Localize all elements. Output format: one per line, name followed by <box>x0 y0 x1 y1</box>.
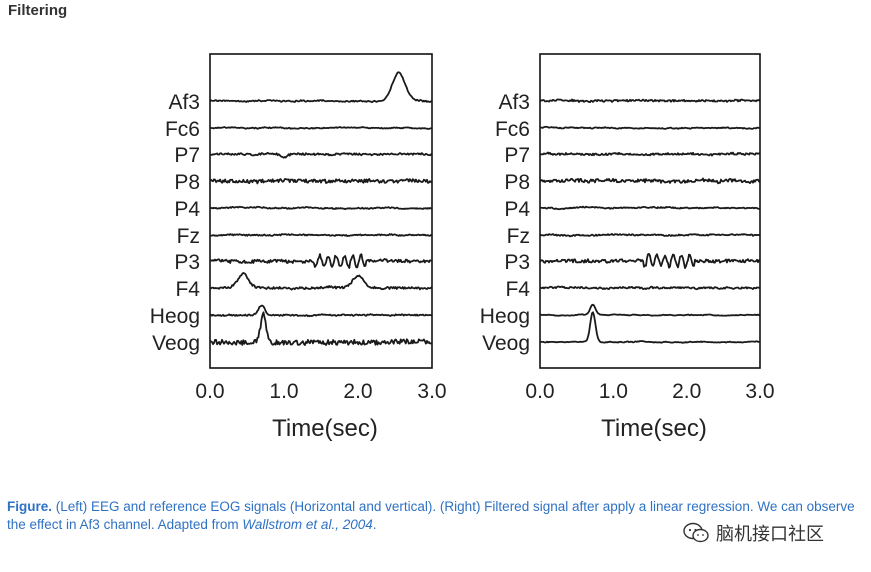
trace-veog <box>539 311 760 344</box>
watermark: 脑机接口社区 <box>682 520 824 546</box>
x-tick-label: 1.0 <box>269 380 298 403</box>
caption-label: Figure. <box>7 499 53 514</box>
x-tick-label: 2.0 <box>672 380 701 403</box>
channel-label-heog: Heog <box>150 305 200 328</box>
channel-label-fz: Fz <box>177 225 200 248</box>
wechat-icon <box>683 522 709 543</box>
trace-fc6 <box>539 125 761 130</box>
x-axis-label: Time(sec) <box>272 415 378 442</box>
plot-frame <box>209 53 433 369</box>
channel-label-fz: Fz <box>507 225 530 248</box>
trace-fc6 <box>209 126 433 130</box>
channel-label-p3: P3 <box>504 251 530 274</box>
x-tick-label: 3.0 <box>745 380 774 403</box>
trace-p8 <box>209 178 433 185</box>
channel-label-p7: P7 <box>174 144 200 167</box>
channel-label-veog: Veog <box>482 332 530 355</box>
channel-label-veog: Veog <box>152 332 200 355</box>
channel-label-af3: Af3 <box>498 91 530 114</box>
channel-label-af3: Af3 <box>168 91 200 114</box>
page-title: Filtering <box>8 2 68 19</box>
trace-p7 <box>209 151 433 159</box>
channel-label-p8: P8 <box>504 171 530 194</box>
x-tick-label: 2.0 <box>343 380 372 403</box>
x-axis-label: Time(sec) <box>601 415 707 442</box>
trace-p7 <box>539 151 761 157</box>
channel-label-p4: P4 <box>504 198 530 221</box>
caption-citation[interactable]: Wallstrom et al., 2004 <box>242 517 373 532</box>
trace-fz <box>209 233 433 237</box>
channel-label-p3: P3 <box>174 251 200 274</box>
trace-heog <box>209 304 433 318</box>
caption-end: . <box>372 517 377 532</box>
channel-label-f4: F4 <box>505 278 530 301</box>
trace-f4 <box>539 285 761 291</box>
eeg-figure: Af3 Fc6 P7 P8 P4 Fz P3 F4 Heog Veog 0.0 1.0 2.0 3.0 Ti… <box>150 53 775 442</box>
trace-p3 <box>209 253 432 269</box>
channel-label-heog: Heog <box>480 305 530 328</box>
trace-p4 <box>209 205 433 211</box>
channel-label-f4: F4 <box>175 278 200 301</box>
channel-label-p7: P7 <box>504 144 530 167</box>
watermark-text: 脑机接口社区 <box>716 524 824 545</box>
x-tick-label: 0.0 <box>525 380 554 403</box>
trace-veog <box>209 311 433 346</box>
trace-f4 <box>209 272 433 291</box>
trace-af3 <box>539 98 761 104</box>
trace-p8 <box>539 177 761 185</box>
chart-panel-left: Af3 Fc6 P7 P8 P4 Fz P3 F4 Heog Veog 0.0 1.0 2.0 3.0 Ti… <box>150 53 447 442</box>
x-tick-label: 1.0 <box>599 380 628 403</box>
plot-frame <box>539 53 761 369</box>
trace-heog <box>539 303 761 317</box>
x-tick-label: 0.0 <box>195 380 224 403</box>
caption-text: (Left) EEG and reference EOG signals (Ho… <box>7 499 855 532</box>
trace-fz <box>539 233 761 238</box>
trace-af3 <box>209 71 433 103</box>
chart-panel-right: Af3 Fc6 P7 P8 P4 Fz P3 F4 Heog Veog 0.0 1.0 2.0 3.0 Ti… <box>480 53 775 442</box>
trace-p4 <box>539 205 761 211</box>
channel-label-p8: P8 <box>174 171 200 194</box>
channel-label-fc6: Fc6 <box>495 118 530 141</box>
channel-label-fc6: Fc6 <box>165 118 200 141</box>
trace-p3 <box>539 253 761 269</box>
x-tick-label: 3.0 <box>417 380 446 403</box>
channel-label-p4: P4 <box>174 198 200 221</box>
figure-caption: Figure. (Left) EEG and reference EOG sig… <box>7 498 867 534</box>
